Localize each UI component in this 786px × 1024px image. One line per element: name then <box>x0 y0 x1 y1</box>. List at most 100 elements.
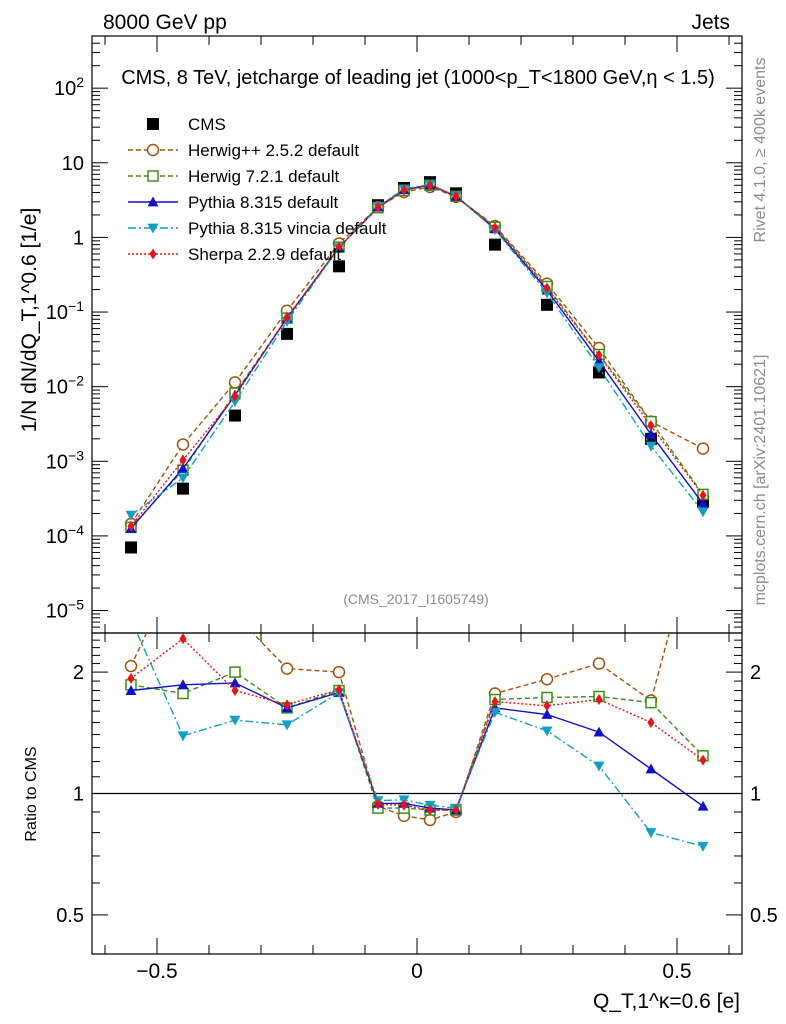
ratio-point <box>491 696 499 708</box>
data-point <box>177 463 189 473</box>
ratio-y-tick-label-right: 2 <box>750 662 761 684</box>
ratio-point <box>178 550 189 561</box>
series-line <box>130 186 704 525</box>
ratio-point <box>229 677 241 688</box>
ratio-point <box>280 662 294 675</box>
ratio-point <box>127 672 135 684</box>
ratio-point <box>543 700 551 712</box>
legend-label: Pythia 8.315 default <box>188 193 339 212</box>
ratio-y-tick-label-right: 1 <box>750 784 761 806</box>
ratio-point <box>230 609 241 620</box>
data-point <box>333 260 345 273</box>
ratio-point <box>426 804 434 816</box>
x-axis-label: Q_T,1^κ=0.6 [e] <box>593 990 740 1013</box>
ratio-series-line <box>130 682 704 811</box>
chart-title: CMS, 8 TeV, jetcharge of leading jet (10… <box>121 67 715 89</box>
data-point <box>400 184 408 196</box>
ratio-series-line <box>130 633 670 821</box>
ratio-y-tick-label: 2 <box>73 662 84 684</box>
data-point <box>696 442 710 455</box>
header-left: 8000 GeV pp <box>103 11 227 34</box>
data-point <box>177 482 189 495</box>
y-tick-label: 10−3 <box>46 447 84 473</box>
rivet-watermark: Rivet 4.1.0, ≥ 400k events <box>752 58 769 243</box>
ratio-point <box>335 684 343 696</box>
legend: CMS Herwig++ 2.5.2 default Herwig 7.2.1 de… <box>128 115 387 264</box>
ratio-point <box>452 804 460 816</box>
data-point <box>283 311 291 323</box>
data-point <box>125 510 137 521</box>
legend-label: Pythia 8.315 vincia default <box>188 219 387 238</box>
ratio-point <box>592 657 606 670</box>
legend-marker <box>147 118 159 130</box>
ratio-y-tick-label-right: 0.5 <box>750 905 778 927</box>
ratio-point <box>177 687 189 700</box>
ratio-point <box>374 798 382 810</box>
legend-label: CMS <box>188 115 226 134</box>
data-point <box>647 420 655 432</box>
ratio-point <box>124 659 138 673</box>
ratio-series <box>124 550 709 852</box>
data-point <box>426 179 434 191</box>
ratio-y-tick-label: 0.5 <box>56 905 84 927</box>
legend-marker <box>147 223 159 234</box>
legend-marker <box>149 248 157 260</box>
ratio-point <box>229 715 241 726</box>
ratio-point <box>283 699 291 711</box>
data-point <box>176 438 190 451</box>
ratio-point <box>593 726 605 737</box>
data-point <box>541 288 553 299</box>
series-line <box>130 184 704 527</box>
legend-label: Herwig++ 2.5.2 default <box>188 141 359 160</box>
main-y-axis-label: 1/N dN/dQ_T,1^0.6 [1/e] <box>18 208 41 433</box>
y-tick-label: 10 <box>62 153 84 175</box>
ratio-point <box>400 799 408 811</box>
data-point <box>699 489 707 501</box>
ratio-point <box>179 633 187 645</box>
axes: −0.5 0 0.5 10−5 10−4 10−3 10−2 10−1 1 10 102 0.5 0.5… <box>46 36 778 983</box>
data-point <box>229 397 241 408</box>
ratio-point <box>423 813 437 827</box>
ratio-point <box>697 841 709 852</box>
y-tick-label: 10−4 <box>46 522 84 548</box>
ratio-series-line <box>130 637 704 811</box>
ratio-y-axis-label: Ratio to CMS <box>23 746 40 841</box>
data-point <box>179 454 187 466</box>
ratio-point <box>332 665 346 679</box>
legend-marker <box>147 170 159 182</box>
data-point <box>231 390 239 402</box>
ratio-point <box>645 696 657 709</box>
data-point <box>595 349 603 361</box>
data-point <box>452 190 460 202</box>
data-point <box>541 298 553 311</box>
ratio-series-line <box>136 633 704 847</box>
data-point <box>491 222 499 234</box>
ratio-point <box>540 672 554 686</box>
ratio-y-tick-label: 1 <box>73 784 84 806</box>
ratio-point <box>645 828 657 839</box>
y-tick-label: 102 <box>54 74 84 100</box>
data-point <box>543 282 551 294</box>
ratio-point <box>593 761 605 772</box>
legend-label: Sherpa 2.2.9 default <box>188 245 341 264</box>
data-point <box>645 428 657 439</box>
mcplots-watermark: mcplots.cern.ch [arXiv:2401.10621] <box>752 355 769 606</box>
ratio-point <box>697 800 709 811</box>
ratio-point <box>281 720 293 731</box>
ratio-point <box>229 666 241 678</box>
data-point <box>374 201 382 213</box>
y-tick-label: 10−1 <box>46 298 84 324</box>
y-tick-label: 1 <box>73 227 84 249</box>
data-point <box>489 238 501 251</box>
header-right: Jets <box>691 11 730 34</box>
data-point <box>125 541 137 554</box>
analysis-label: (CMS_2017_I1605749) <box>343 591 489 607</box>
data-point <box>127 520 135 532</box>
ratio-point <box>125 685 137 695</box>
data-point <box>335 241 343 253</box>
ratio-point <box>645 763 657 774</box>
ratio-point <box>541 708 553 719</box>
ratio-point <box>231 685 239 697</box>
ratio-point <box>647 716 655 728</box>
data-point <box>697 507 709 518</box>
